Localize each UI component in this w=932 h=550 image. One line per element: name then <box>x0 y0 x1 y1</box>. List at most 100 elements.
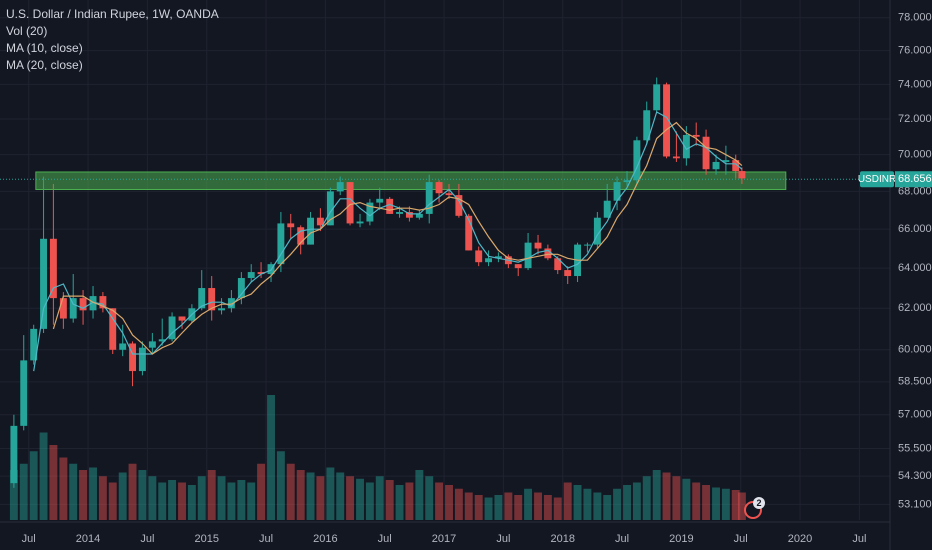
candle-body <box>366 202 374 222</box>
volume-bar <box>217 476 226 520</box>
volume-bar <box>257 463 266 520</box>
volume-bar <box>29 451 38 520</box>
volume-bar <box>49 445 58 520</box>
candle-body <box>20 360 28 426</box>
candle-body <box>692 134 700 137</box>
event-badge: 2 <box>756 498 761 508</box>
candle-body <box>494 256 502 259</box>
volume-bar <box>19 463 28 520</box>
legend-volume: Vol (20) <box>6 24 47 38</box>
volume-bar <box>365 482 374 520</box>
volume-bar <box>375 476 384 520</box>
y-tick-label: 62.000 <box>898 302 932 314</box>
candle-body <box>564 270 572 277</box>
volume-bar <box>484 497 493 520</box>
candle-body <box>336 182 344 192</box>
candle-body <box>415 213 423 218</box>
symbol-label-box <box>860 171 894 188</box>
candle-body <box>109 308 117 350</box>
volume-bar <box>464 492 473 520</box>
volume-bar <box>405 482 414 520</box>
volume-bar <box>168 480 177 520</box>
candle-body <box>425 182 433 214</box>
y-tick-label: 68.000 <box>898 185 932 197</box>
candle-body <box>386 198 394 214</box>
x-tick-label: 2020 <box>788 533 812 545</box>
x-tick-label: 2017 <box>432 533 456 545</box>
volume-bar <box>108 482 117 520</box>
ma-line <box>52 121 743 355</box>
volume-bar <box>9 470 18 520</box>
volume-bar <box>534 492 542 520</box>
candle-body <box>148 341 156 348</box>
candle-body <box>79 298 87 311</box>
candle-body <box>623 180 631 183</box>
candle-body <box>643 110 651 141</box>
y-tick-label: 72.000 <box>898 113 932 125</box>
volume-bar <box>59 457 68 520</box>
candle-body <box>672 156 680 159</box>
candle-body <box>138 347 146 372</box>
candle-body <box>722 160 730 162</box>
y-tick-label: 54.300 <box>898 470 932 482</box>
volume-bar <box>89 467 97 520</box>
candle-body <box>59 298 67 319</box>
candle-body <box>119 343 127 350</box>
candle-body <box>455 195 463 216</box>
x-tick-label: 2016 <box>313 533 337 545</box>
volume-bar <box>79 470 88 520</box>
volume-bar <box>583 488 592 520</box>
volume-bar <box>267 395 275 520</box>
candle-body <box>603 200 611 218</box>
candle-body <box>277 223 285 265</box>
volume-bar <box>346 476 355 520</box>
volume-bar <box>128 463 137 520</box>
candle-body <box>465 215 473 251</box>
x-tick-label: Jul <box>259 533 273 545</box>
volume-bar <box>662 472 671 520</box>
volume-bar <box>69 463 78 520</box>
candle-body <box>89 296 97 311</box>
candle-body <box>40 238 48 329</box>
volume-bar <box>39 432 48 520</box>
volume-bar <box>603 495 612 520</box>
candle-body <box>445 193 453 196</box>
volume-bar <box>276 451 285 520</box>
candle-body <box>168 316 176 340</box>
candle-body <box>237 278 245 299</box>
volume-bar <box>543 495 552 520</box>
candle-body <box>544 248 552 259</box>
support-zone <box>35 171 787 191</box>
candle-body <box>405 212 413 218</box>
candle-body <box>712 161 720 170</box>
candle-body <box>738 171 746 179</box>
volume-bar <box>306 472 315 520</box>
volume-bar <box>118 472 127 520</box>
volume-bar <box>692 482 701 520</box>
candle-body <box>49 238 57 299</box>
candle-body <box>475 250 483 263</box>
y-tick-label: 60.000 <box>898 344 932 356</box>
y-tick-label: 53.100 <box>898 498 932 510</box>
volume-bar <box>682 478 691 520</box>
candle-body <box>702 136 710 170</box>
candle-body <box>376 198 384 203</box>
candle-body <box>316 217 324 226</box>
candle-body <box>613 182 621 201</box>
volume-bar <box>237 480 246 520</box>
volume-bar <box>247 482 256 520</box>
candle-body <box>653 84 661 111</box>
candle-body <box>198 288 206 309</box>
candle-body <box>554 258 562 271</box>
x-tick-label: 2018 <box>550 533 574 545</box>
candle-body <box>435 182 443 194</box>
candle-body <box>732 160 740 172</box>
candle-body <box>356 221 364 224</box>
volume-bar <box>652 470 661 520</box>
volume-bar <box>445 485 453 520</box>
volume-bar <box>415 470 424 520</box>
volume-bar <box>731 490 740 520</box>
volume-bar <box>356 478 364 520</box>
